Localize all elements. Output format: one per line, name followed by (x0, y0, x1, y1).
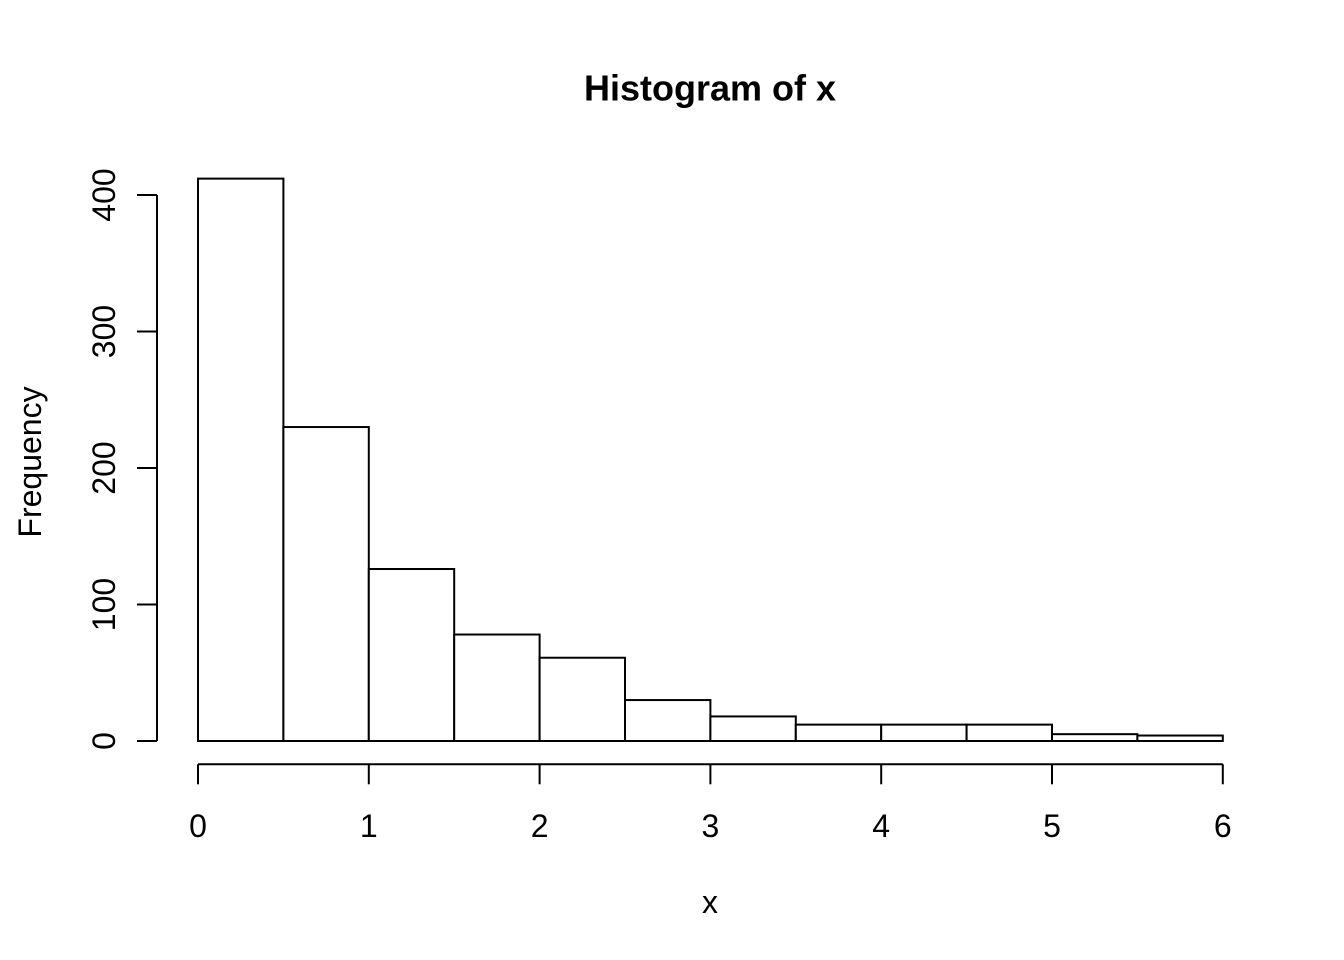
histogram-bar-9 (965, 723, 1053, 742)
bars-group (197, 177, 1224, 743)
y-tick-label: 200 (86, 441, 122, 494)
x-tick-label: 3 (702, 808, 720, 844)
y-axis: 0 100 200 300 400 (86, 168, 158, 750)
histogram-bar-4 (538, 656, 626, 742)
y-tick-label: 300 (86, 305, 122, 358)
y-tick-label: 0 (86, 732, 122, 750)
x-tick-label: 4 (872, 808, 890, 844)
histogram-bar-0 (197, 177, 285, 742)
chart-title: Histogram of x (584, 68, 836, 109)
y-tick-label: 100 (86, 578, 122, 631)
histogram-bar-2 (367, 568, 456, 743)
histogram-bar-8 (880, 723, 968, 742)
histogram-bar-7 (794, 723, 883, 742)
histogram-bar-10 (1051, 733, 1139, 742)
histogram-bar-6 (709, 715, 797, 742)
y-tick-label: 400 (86, 168, 122, 221)
x-tick-label: 0 (189, 808, 207, 844)
x-axis: 0 1 2 3 4 5 6 (189, 763, 1232, 844)
histogram-bar-3 (453, 633, 541, 743)
histogram-bar-5 (624, 699, 712, 742)
x-tick-label: 5 (1043, 808, 1061, 844)
x-tick-label: 6 (1214, 808, 1232, 844)
histogram-bar-1 (282, 426, 370, 742)
x-tick-label: 2 (531, 808, 549, 844)
x-axis-label: x (702, 884, 718, 920)
x-tick-label: 1 (360, 808, 378, 844)
histogram-bar-11 (1136, 734, 1224, 742)
y-axis-label: Frequency (12, 386, 48, 537)
